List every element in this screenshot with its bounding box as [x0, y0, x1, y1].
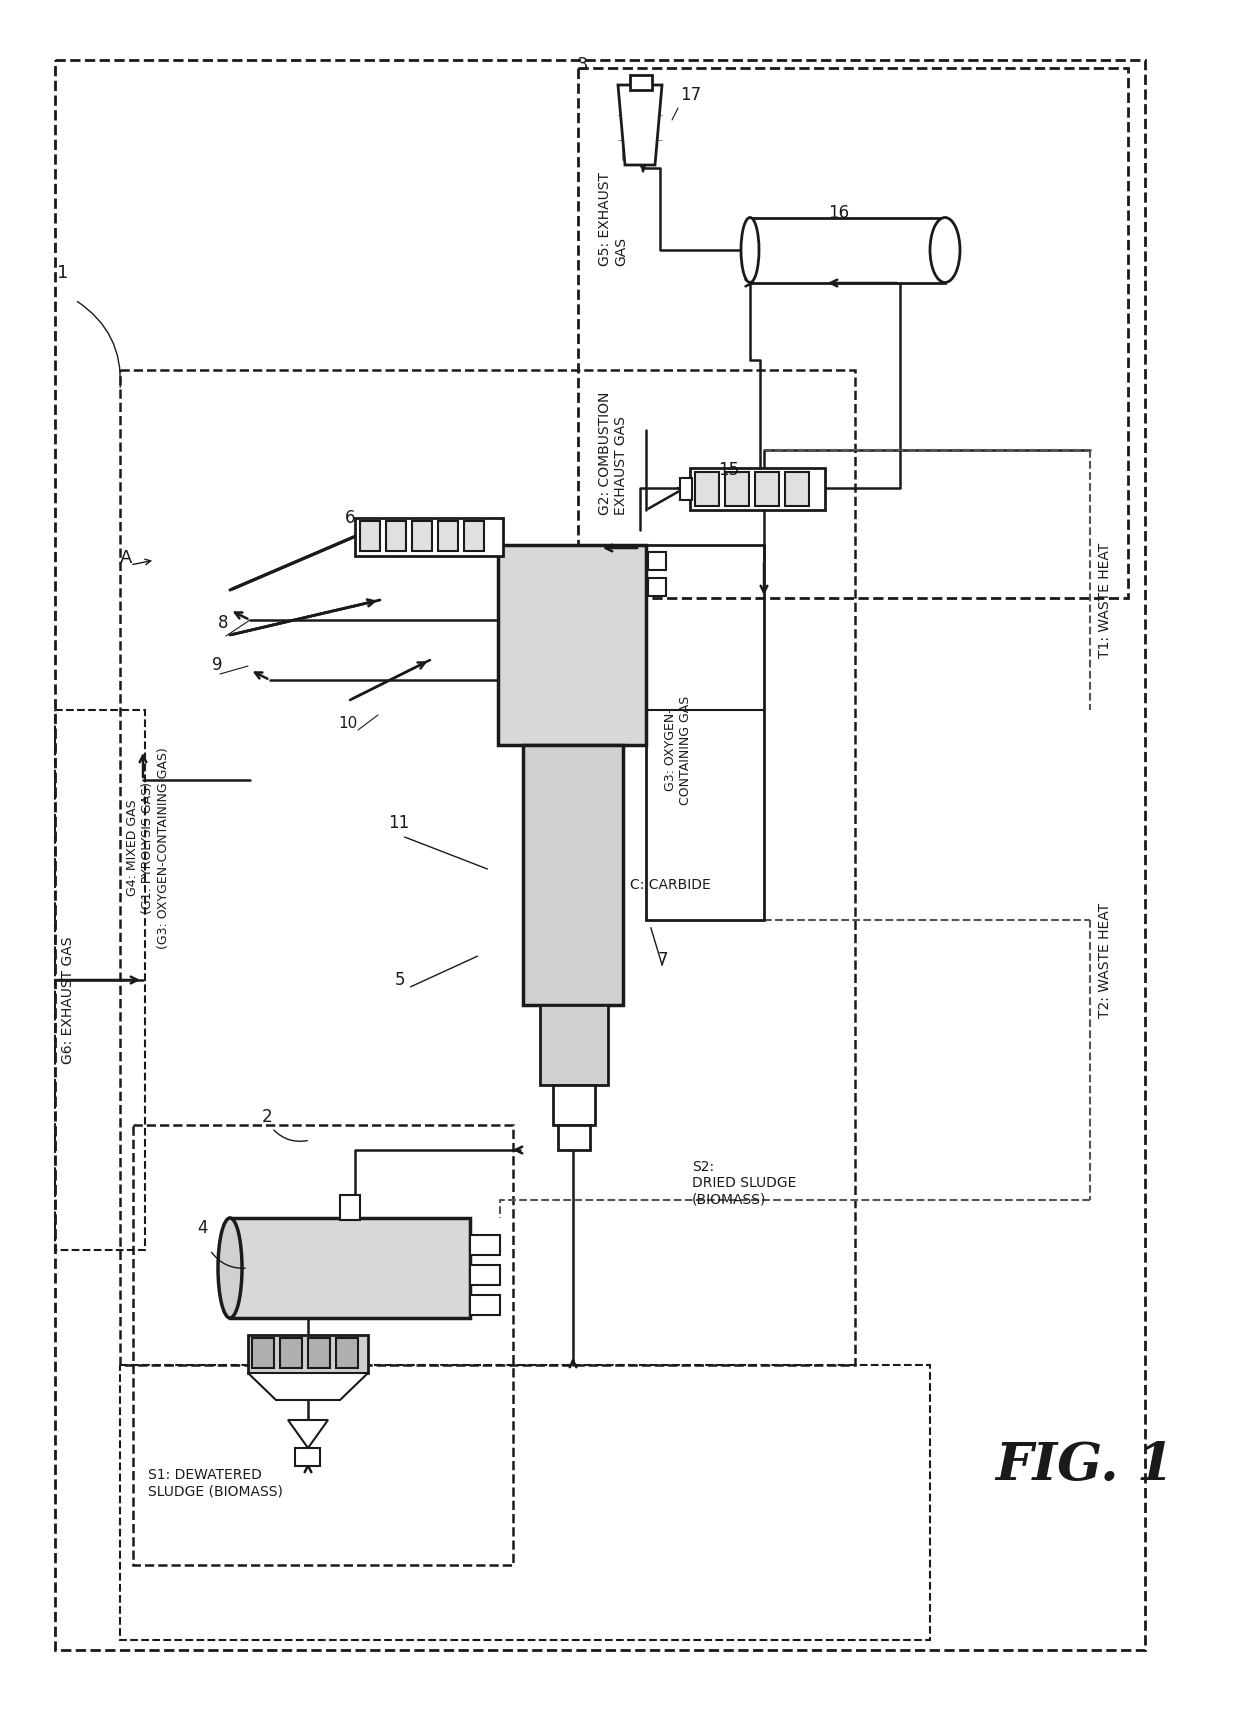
Bar — [55, 709, 145, 1250]
Ellipse shape — [218, 1217, 242, 1317]
Bar — [470, 1266, 500, 1285]
Bar — [649, 553, 666, 570]
Bar — [470, 1235, 500, 1255]
Bar — [340, 1195, 360, 1219]
Text: A: A — [120, 549, 133, 567]
Bar — [360, 522, 379, 551]
Text: 1: 1 — [57, 263, 68, 282]
Text: 15: 15 — [718, 461, 739, 479]
Text: 6: 6 — [345, 510, 356, 527]
Bar — [558, 1124, 590, 1150]
Bar — [336, 1338, 358, 1367]
Bar — [133, 1124, 513, 1565]
Bar — [750, 219, 945, 282]
Text: G3: OXYGEN-
CONTAINING GAS: G3: OXYGEN- CONTAINING GAS — [663, 696, 692, 804]
Text: 5: 5 — [396, 971, 405, 988]
Bar — [412, 522, 432, 551]
Bar — [464, 522, 484, 551]
Bar — [120, 370, 856, 1366]
Bar — [630, 76, 652, 90]
Bar — [578, 67, 1128, 598]
Text: G6: EXHAUST GAS: G6: EXHAUST GAS — [61, 937, 74, 1064]
Ellipse shape — [742, 217, 759, 282]
Text: S1: DEWATERED
SLUDGE (BIOMASS): S1: DEWATERED SLUDGE (BIOMASS) — [148, 1467, 283, 1498]
Text: FIG. 1: FIG. 1 — [994, 1440, 1174, 1491]
Bar — [438, 522, 458, 551]
Text: 2: 2 — [262, 1107, 273, 1126]
Bar — [252, 1338, 274, 1367]
Bar — [523, 746, 622, 1006]
Text: 3: 3 — [577, 57, 589, 74]
Bar — [248, 1335, 368, 1372]
Text: 7: 7 — [658, 951, 668, 969]
Text: 16: 16 — [828, 203, 849, 222]
Text: 8: 8 — [218, 615, 228, 632]
Bar — [539, 1006, 608, 1085]
Text: 4: 4 — [197, 1219, 207, 1236]
Bar — [785, 472, 808, 506]
Bar — [280, 1338, 303, 1367]
Text: T2: WASTE HEAT: T2: WASTE HEAT — [1097, 902, 1112, 1018]
Polygon shape — [618, 84, 662, 165]
Bar — [646, 544, 764, 920]
Bar — [725, 472, 749, 506]
Bar — [553, 1085, 595, 1124]
Text: G2: COMBUSTION
EXHAUST GAS: G2: COMBUSTION EXHAUST GAS — [598, 393, 629, 515]
Text: S2:
DRIED SLUDGE
(BIOMASS): S2: DRIED SLUDGE (BIOMASS) — [692, 1161, 796, 1207]
Bar — [55, 60, 1145, 1650]
Bar — [470, 1295, 500, 1316]
Text: G4: MIXED GAS
(G1: PYROLYSIS GAS)
(G3: OXYGEN-CONTAINING GAS): G4: MIXED GAS (G1: PYROLYSIS GAS) (G3: O… — [126, 747, 170, 949]
Text: T1: WASTE HEAT: T1: WASTE HEAT — [1097, 542, 1112, 658]
Text: C: CARBIDE: C: CARBIDE — [630, 878, 711, 892]
Text: 10: 10 — [339, 716, 357, 732]
Bar — [689, 468, 825, 510]
Bar — [498, 544, 646, 746]
Text: 17: 17 — [680, 86, 701, 103]
Bar — [386, 522, 405, 551]
Bar — [649, 579, 666, 596]
Ellipse shape — [930, 217, 960, 282]
Text: 11: 11 — [388, 815, 409, 832]
Bar — [295, 1448, 320, 1465]
Bar — [308, 1338, 330, 1367]
Polygon shape — [248, 1372, 368, 1400]
Bar — [755, 472, 779, 506]
Bar — [355, 518, 503, 556]
Polygon shape — [288, 1421, 329, 1448]
Text: G5: EXHAUST
GAS: G5: EXHAUST GAS — [598, 172, 629, 265]
Bar — [120, 1366, 930, 1639]
Bar — [680, 479, 692, 499]
Bar — [229, 1217, 470, 1317]
Text: 9: 9 — [212, 656, 222, 673]
Bar — [694, 472, 719, 506]
